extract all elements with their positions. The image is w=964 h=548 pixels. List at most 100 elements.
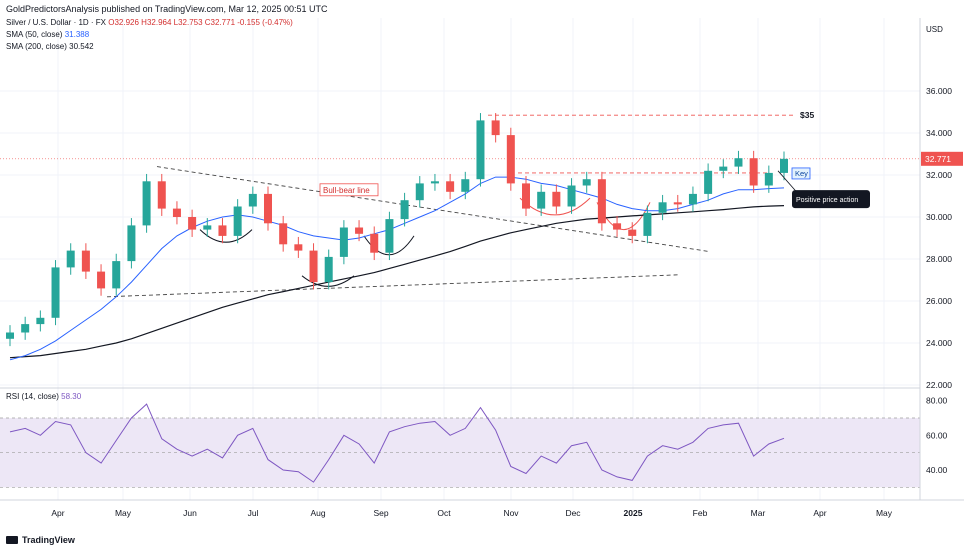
rsi-band (0, 418, 920, 488)
tradingview-brand: TradingView (22, 535, 75, 545)
month-label: May (115, 508, 132, 518)
candle-body (704, 170, 713, 194)
candle-body (461, 179, 470, 192)
candle-body (355, 227, 364, 234)
candle-body (628, 229, 637, 236)
currency-label: USD (926, 25, 943, 34)
last-price-label: 32.771 (925, 154, 951, 164)
candle-body (233, 206, 242, 236)
candle-body (66, 250, 75, 268)
candle-body (643, 212, 652, 236)
candle-body (6, 332, 14, 339)
price-tick-label: 30.000 (926, 212, 952, 222)
candle-body (506, 135, 515, 184)
published-line: GoldPredictorsAnalysis published on Trad… (6, 4, 328, 15)
candle-body (157, 181, 166, 209)
candle-body (522, 183, 530, 209)
candle-body (324, 256, 333, 283)
tradingview-icon (6, 536, 18, 544)
candle-body (749, 158, 758, 186)
sma50-value: 31.388 (64, 30, 90, 39)
candle-body (97, 271, 106, 289)
price-axis: USD 36.000 34.000 32.000 30.000 28.000 26.000 2… (0, 18, 964, 518)
candle-body (552, 191, 561, 207)
rsi-tick-label: 40.00 (926, 465, 948, 475)
candle-body (188, 217, 197, 230)
month-label: May (876, 508, 893, 518)
candle-body (142, 181, 151, 226)
last-price-badge (921, 151, 963, 166)
candle-body (430, 181, 439, 184)
symbol-label: Silver / U.S. Dollar · 1D · FX (6, 18, 107, 27)
candle-body (385, 219, 394, 253)
candle-body (36, 317, 45, 325)
candles-layer (6, 113, 788, 347)
candle-body (597, 179, 606, 224)
candle-body (203, 225, 212, 230)
target-label: $35 (800, 110, 814, 120)
candle-body (446, 181, 455, 192)
candle-body (294, 244, 303, 251)
support-trendline (106, 274, 681, 298)
rsi-value: 58.30 (61, 392, 82, 401)
rsi-line (9, 403, 785, 483)
annotations-layer: $35 Bull-bear line Key Positive price actio… (319, 110, 870, 209)
sma50-legend[interactable]: SMA (50, close) 31.388 (6, 30, 89, 39)
key-box (791, 167, 811, 180)
month-label: Nov (503, 508, 519, 518)
month-label: Oct (437, 508, 451, 518)
sma200-value: 30.542 (69, 42, 94, 51)
month-label: Apr (51, 508, 64, 518)
tradingview-logo[interactable]: TradingView (6, 535, 75, 545)
price-tick-label: 22.000 (926, 380, 952, 390)
candle-body (127, 225, 136, 262)
candle-body (21, 324, 30, 333)
sma50-layer (9, 176, 785, 361)
candle-body (658, 202, 667, 213)
sma200-legend[interactable]: SMA (200, close) 30.542 (6, 42, 94, 51)
month-label: Dec (565, 508, 581, 518)
candle-body (81, 250, 90, 272)
month-label: Aug (310, 508, 325, 518)
rsi-legend[interactable]: RSI (14, close) 58.30 (6, 392, 81, 401)
price-tick-label: 24.000 (926, 338, 952, 348)
price-tick-label: 26.000 (926, 296, 952, 306)
candle-body (248, 193, 257, 207)
month-label: 2025 (624, 508, 643, 518)
key-label: Key (795, 169, 808, 178)
month-label: Jul (248, 508, 259, 518)
candle-body (734, 158, 743, 167)
positive-label: Positive price action (796, 197, 858, 204)
price-tick-label: 32.000 (926, 170, 952, 180)
ohlc-values: O32.926 H32.964 L32.753 C32.771 -0.155 (… (108, 18, 293, 27)
positive-callout (792, 190, 870, 209)
symbol-legend[interactable]: Silver / U.S. Dollar · 1D · FX O32.926 H… (6, 18, 293, 27)
month-label: Feb (693, 508, 708, 518)
candle-body (476, 120, 485, 180)
candle-body (339, 227, 348, 257)
candle-body (370, 233, 379, 253)
candle-body (719, 166, 728, 171)
candle-body (688, 193, 697, 205)
cup-arc (199, 229, 253, 243)
candle-body (218, 225, 227, 236)
sma50-label: SMA (50, close) (6, 30, 63, 39)
bull-bear-box (319, 183, 379, 197)
month-label: Sep (373, 508, 388, 518)
candle-body (567, 185, 576, 207)
month-label: Mar (751, 508, 766, 518)
candle-body (415, 183, 424, 201)
rsi-label: RSI (14, close) (6, 392, 59, 401)
candle-body (172, 208, 181, 217)
rsi-tick-label: 60.00 (926, 430, 948, 440)
candle-body (112, 261, 121, 289)
candle-body (491, 120, 500, 136)
candle-body (780, 158, 788, 173)
candle-body (400, 200, 409, 220)
candle-body (613, 223, 622, 230)
sma200-layer (9, 205, 785, 359)
price-tick-label: 34.000 (926, 128, 952, 138)
sma200-label: SMA (200, close) (6, 42, 67, 51)
sma50-line (9, 176, 785, 361)
